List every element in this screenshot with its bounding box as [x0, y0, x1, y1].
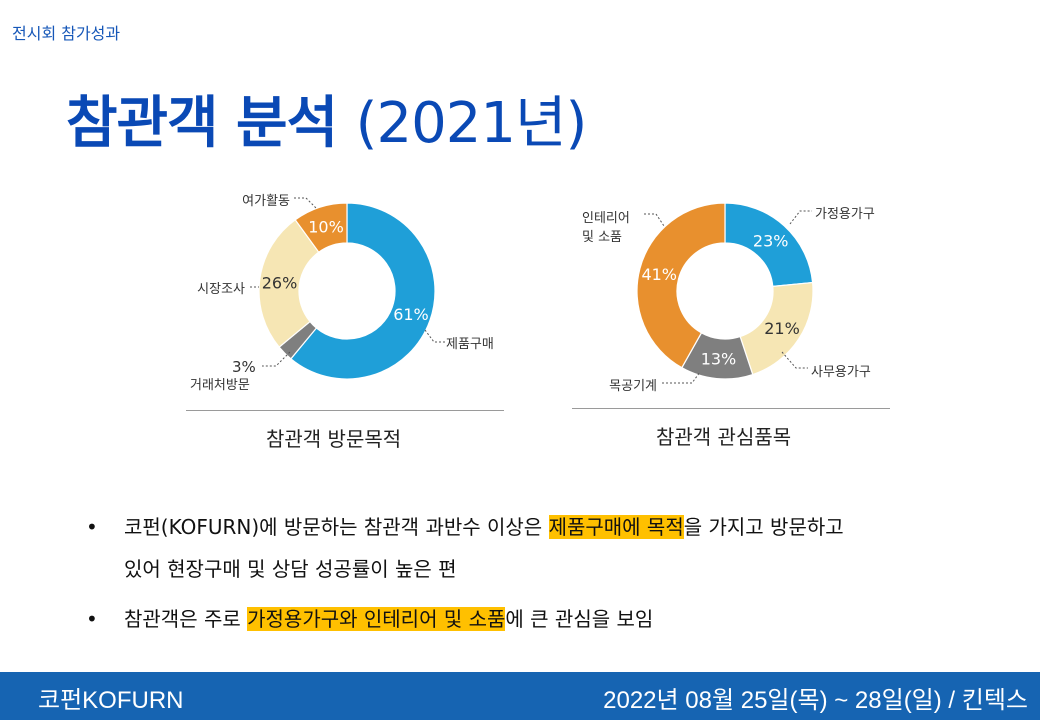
slice-value-label: 10% — [308, 217, 344, 236]
bullet-dot-icon: • — [86, 515, 98, 539]
footer-date-venue: 2022년 08월 25일(목) ~ 28일(일) / 킨텍스 — [603, 687, 1028, 714]
callout-category-label: 거래처방문 — [190, 378, 250, 393]
slice-value-label: 13% — [701, 350, 737, 369]
chart1-caption: 참관객 방문목적 — [266, 427, 402, 451]
slice-value-label: 41% — [641, 265, 677, 284]
page-title-main: 참관객 분석 — [66, 91, 338, 156]
bullet-item: • 참관객은 주로 가정용가구와 인테리어 및 소품에 큰 관심을 보임 — [86, 598, 986, 640]
slice-value-label: 26% — [262, 273, 298, 292]
donut-slice-3 — [258, 218, 320, 348]
callout-leader-line — [294, 197, 317, 209]
bullet-text: 코펀(KOFURN)에 방문하는 참관객 과반수 이상은 — [124, 515, 549, 539]
visit-purpose-donut-chart: 61% 26% 10% 제품구매 3% 거래처방문 시장조사 여가활동 — [190, 194, 494, 393]
footer-brand: 코펀KOFURN — [38, 687, 184, 714]
callout-category-label: 목공기계 — [609, 379, 657, 394]
page-title-year: (2021년) — [355, 91, 588, 156]
callout-leader-line — [789, 210, 812, 225]
callout-category-label: 시장조사 — [197, 282, 245, 297]
slice-value-label: 21% — [764, 319, 800, 338]
callout-leader-line — [644, 213, 665, 227]
footer-bar: 코펀KOFURN 2022년 08월 25일(목) ~ 28일(일) / 킨텍스 — [0, 672, 1040, 720]
bullet-text: 에 큰 관심을 보임 — [505, 607, 654, 631]
slice-value-label: 3% — [232, 358, 256, 376]
callout-category-label: 제품구매 — [446, 337, 494, 352]
bullet-highlight: 가정용가구와 인테리어 및 소품 — [247, 607, 506, 631]
bullet-item: • 코펀(KOFURN)에 방문하는 참관객 과반수 이상은 제품구매에 목적을… — [86, 506, 986, 590]
callout-leader-line — [424, 329, 446, 343]
donut-slice-4 — [294, 202, 348, 254]
page-title: 참관객 분석 (2021년) — [66, 78, 588, 159]
bullet-highlight: 제품구매에 목적 — [548, 515, 684, 539]
callout-leader-line — [781, 351, 808, 369]
donut-slice-4 — [636, 202, 726, 369]
chart2-divider — [572, 408, 890, 409]
donut-slice-1 — [290, 202, 436, 380]
callout-category-label: 여가활동 — [242, 194, 290, 209]
callout-category-label: 인테리어 — [582, 211, 630, 226]
slice-value-label: 61% — [393, 305, 429, 324]
charts-area: 61% 26% 10% 제품구매 3% 거래처방문 시장조사 여가활동 23% 21% 13% 41… — [190, 194, 875, 394]
bullet-text: 있어 현장구매 및 상담 성공률이 높은 편 — [124, 557, 457, 581]
callout-category-label: 가정용가구 — [815, 207, 875, 222]
callout-leader-line — [262, 351, 291, 367]
callout-category-label: 사무용가구 — [811, 365, 871, 380]
callout-category-label: 및 소품 — [582, 230, 622, 245]
bullet-dot-icon: • — [86, 607, 98, 631]
bullet-text: 참관객은 주로 — [124, 607, 248, 631]
chart2-caption: 참관객 관심품목 — [656, 425, 792, 449]
bullet-list: • 코펀(KOFURN)에 방문하는 참관객 과반수 이상은 제품구매에 목적을… — [86, 506, 986, 640]
slice-value-label: 23% — [753, 232, 789, 251]
section-label: 전시회 참가성과 — [12, 24, 121, 43]
chart1-divider — [186, 410, 504, 411]
bullet-text: 을 가지고 방문하고 — [683, 515, 844, 539]
callout-leader-line — [662, 371, 701, 384]
